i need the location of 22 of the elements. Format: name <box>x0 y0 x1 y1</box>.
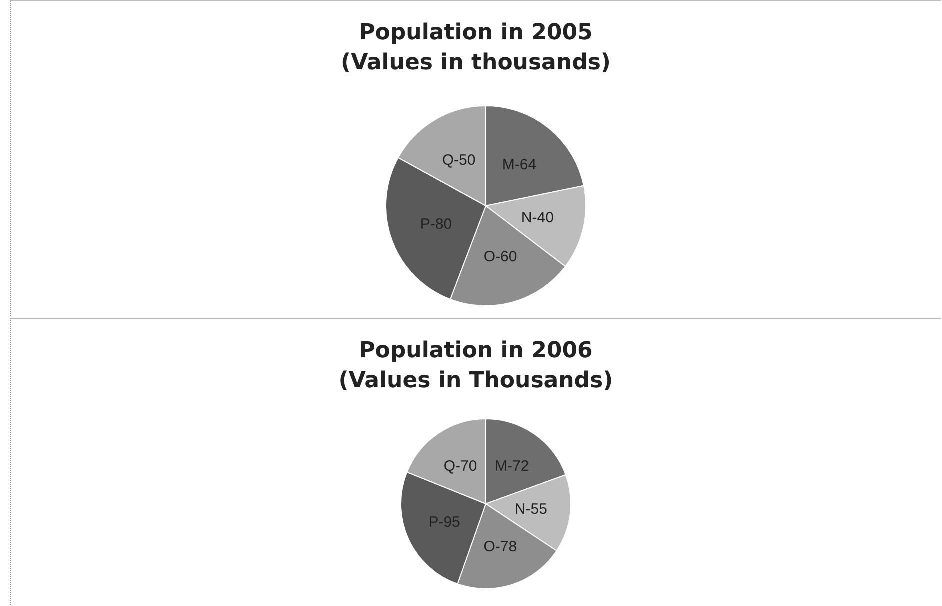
slice-label: O- <box>484 538 500 556</box>
data-label: 40 <box>537 209 554 226</box>
slice-label: N- <box>514 500 531 518</box>
slice-label: Q- <box>444 458 461 475</box>
data-label: 60 <box>500 248 518 266</box>
slice-label: Q- <box>442 152 460 169</box>
data-label: 55 <box>530 500 548 518</box>
data-label: 80 <box>435 216 452 233</box>
data-label: 70 <box>460 458 478 475</box>
data-label: 72 <box>512 458 530 476</box>
slice-label: P- <box>428 514 444 532</box>
chart-title: Population in 2005 (Values in thousands) <box>341 20 611 76</box>
data-label: 78 <box>500 538 518 556</box>
chart-title: Population in 2006 (Values in Thousands) <box>338 338 614 394</box>
slice-label: N- <box>521 209 538 226</box>
slice-label: P- <box>420 216 436 233</box>
slice-label: O- <box>484 248 501 266</box>
slice-label: M- <box>495 458 513 476</box>
data-label: 64 <box>520 156 537 174</box>
data-label: 50 <box>459 152 476 169</box>
data-label: 95 <box>444 514 460 532</box>
slice-label: M- <box>502 156 520 174</box>
